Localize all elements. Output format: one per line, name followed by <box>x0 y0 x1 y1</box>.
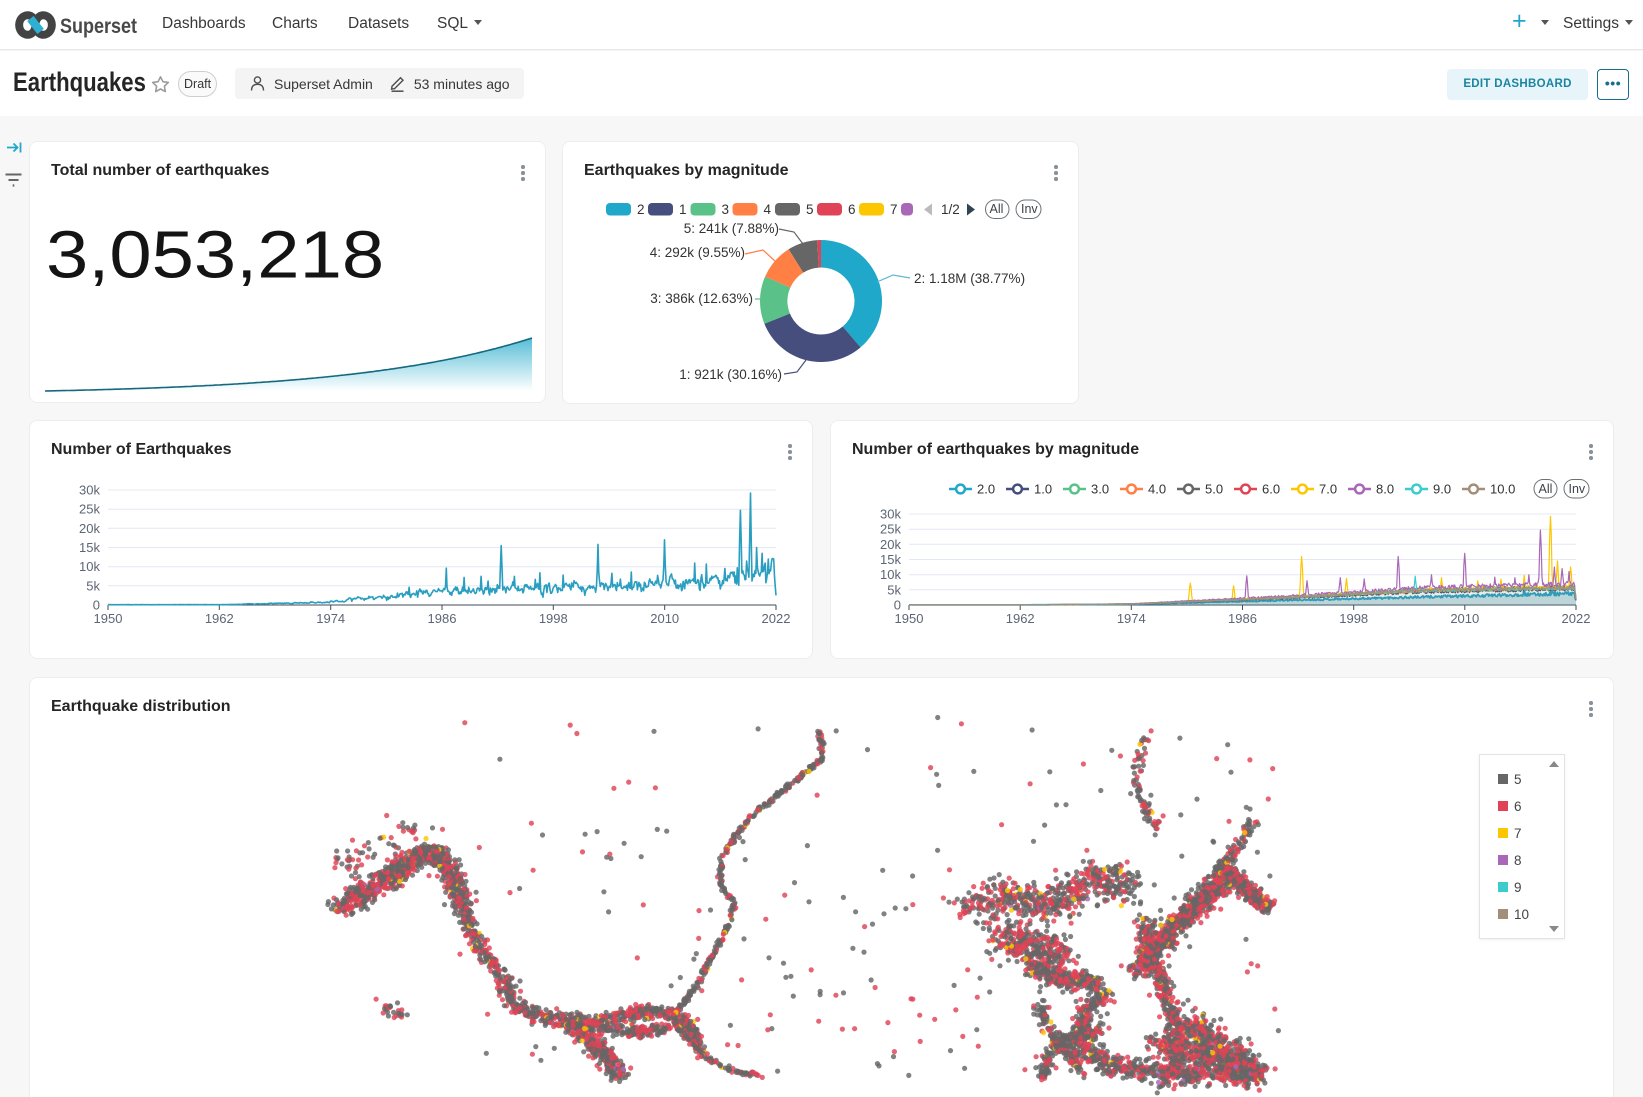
svg-text:1974: 1974 <box>1117 611 1146 626</box>
svg-text:1950: 1950 <box>895 611 924 626</box>
svg-text:25k: 25k <box>880 522 901 537</box>
svg-text:1974: 1974 <box>316 611 345 626</box>
svg-text:7.0: 7.0 <box>1319 482 1337 497</box>
svg-text:1998: 1998 <box>539 611 568 626</box>
svg-text:3.0: 3.0 <box>1091 482 1109 497</box>
svg-text:10.0: 10.0 <box>1490 482 1515 497</box>
svg-text:1998: 1998 <box>1339 611 1368 626</box>
svg-text:9.0: 9.0 <box>1433 482 1451 497</box>
svg-text:6: 6 <box>848 202 856 217</box>
svg-text:1950: 1950 <box>94 611 123 626</box>
svg-text:20k: 20k <box>880 537 901 552</box>
svg-text:1962: 1962 <box>205 611 234 626</box>
svg-text:7: 7 <box>890 202 898 217</box>
svg-text:5k: 5k <box>887 582 901 597</box>
svg-text:Superset: Superset <box>60 14 137 38</box>
svg-text:2: 1.18M (38.77%): 2: 1.18M (38.77%) <box>914 271 1025 286</box>
svg-text:1962: 1962 <box>1006 611 1035 626</box>
svg-text:1986: 1986 <box>1228 611 1257 626</box>
svg-text:2.0: 2.0 <box>977 482 995 497</box>
svg-text:3: 386k (12.63%): 3: 386k (12.63%) <box>650 291 753 306</box>
svg-text:5.0: 5.0 <box>1205 482 1223 497</box>
svg-text:6.0: 6.0 <box>1262 482 1280 497</box>
svg-text:Inv: Inv <box>1569 482 1586 496</box>
svg-text:1986: 1986 <box>428 611 457 626</box>
svg-text:25k: 25k <box>79 502 100 517</box>
svg-text:4.0: 4.0 <box>1148 482 1166 497</box>
svg-text:2: 2 <box>637 202 645 217</box>
svg-text:5k: 5k <box>86 578 100 593</box>
svg-text:2010: 2010 <box>650 611 679 626</box>
svg-text:20k: 20k <box>79 521 100 536</box>
svg-text:1.0: 1.0 <box>1034 482 1052 497</box>
svg-text:4: 292k (9.55%): 4: 292k (9.55%) <box>650 245 745 260</box>
svg-text:1: 1 <box>679 202 687 217</box>
svg-text:1/2: 1/2 <box>941 202 960 217</box>
svg-text:15k: 15k <box>880 552 901 567</box>
svg-text:30k: 30k <box>880 507 901 522</box>
svg-text:10k: 10k <box>880 567 901 582</box>
svg-text:5: 5 <box>806 202 814 217</box>
svg-text:Inv: Inv <box>1021 202 1038 216</box>
svg-text:8.0: 8.0 <box>1376 482 1394 497</box>
svg-text:30k: 30k <box>79 483 100 498</box>
svg-text:5: 241k (7.88%): 5: 241k (7.88%) <box>684 221 779 236</box>
svg-text:1: 921k (30.16%): 1: 921k (30.16%) <box>679 367 782 382</box>
svg-text:4: 4 <box>764 202 772 217</box>
svg-text:3: 3 <box>722 202 730 217</box>
svg-text:15k: 15k <box>79 540 100 555</box>
svg-text:All: All <box>1539 482 1553 496</box>
svg-text:2010: 2010 <box>1450 611 1479 626</box>
svg-text:All: All <box>990 202 1004 216</box>
svg-text:2022: 2022 <box>1562 611 1591 626</box>
svg-text:10k: 10k <box>79 559 100 574</box>
svg-text:2022: 2022 <box>762 611 791 626</box>
